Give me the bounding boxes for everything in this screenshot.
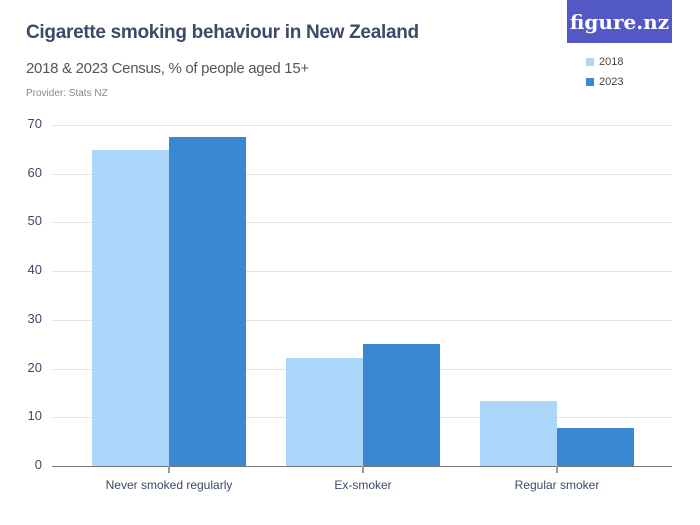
gridline (52, 271, 672, 272)
y-tick-label: 0 (34, 457, 42, 472)
legend-label: 2018 (599, 56, 624, 68)
x-tick-mark (168, 466, 170, 473)
bar-2018[interactable] (286, 358, 363, 466)
y-tick-label: 60 (27, 165, 42, 180)
y-tick-label: 70 (27, 116, 42, 131)
legend: 2018 2023 (586, 52, 623, 92)
y-tick-label: 10 (27, 408, 42, 423)
chart-subtitle: 2018 & 2023 Census, % of people aged 15+ (26, 60, 309, 77)
bar-2023[interactable] (557, 428, 634, 466)
legend-item-2018: 2018 (586, 52, 623, 72)
x-tick-label: Regular smoker (514, 478, 600, 492)
figure-nz-logo[interactable]: figure.nz (567, 0, 672, 43)
y-tick-label: 20 (27, 360, 42, 375)
legend-item-2023: 2023 (586, 72, 623, 92)
bar-2018[interactable] (92, 150, 169, 466)
legend-label: 2023 (599, 76, 624, 88)
x-tick-label: Ex-smoker (334, 478, 392, 492)
gridline (52, 320, 672, 321)
y-tick-label: 40 (27, 262, 42, 277)
x-tick-mark (556, 466, 558, 473)
bar-2018[interactable] (480, 401, 557, 466)
x-tick-mark (362, 466, 364, 473)
gridline (52, 222, 672, 223)
legend-swatch-2023 (586, 78, 594, 86)
y-tick-label: 30 (27, 311, 42, 326)
gridline (52, 125, 672, 126)
x-tick-label: Never smoked regularly (105, 478, 233, 492)
chart-title: Cigarette smoking behaviour in New Zeala… (26, 22, 419, 43)
legend-swatch-2018 (586, 58, 594, 66)
provider-label: Provider: Stats NZ (26, 88, 108, 99)
gridline (52, 174, 672, 175)
y-tick-label: 50 (27, 213, 42, 228)
bar-2023[interactable] (169, 137, 246, 466)
bar-2023[interactable] (363, 344, 440, 466)
